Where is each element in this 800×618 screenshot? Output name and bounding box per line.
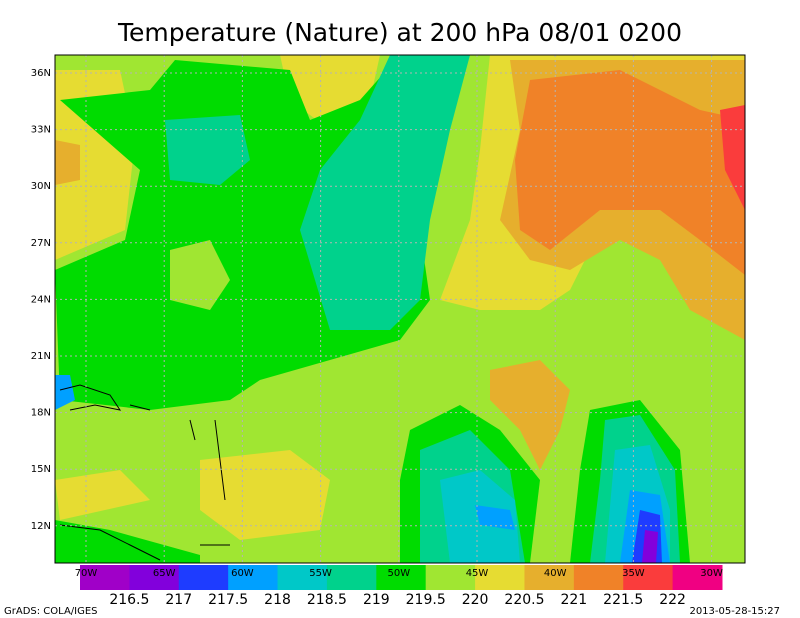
map-title: Temperature (Nature) at 200 hPa 08/01 02… [117,18,682,47]
colorbar-swatch [573,565,624,590]
colorbar-label: 222 [659,592,686,608]
colorbar-label: 217 [165,592,192,608]
colorbar-label: 220.5 [504,592,544,608]
footer-right: 2013-05-28-15:27 [689,606,780,617]
longitude-label: 70W [75,568,98,579]
colorbar-label: 216.5 [109,592,149,608]
latitude-label: 12N [31,521,51,532]
latitude-label: 30N [31,181,51,192]
colorbar-label: 217.5 [208,592,248,608]
axis-labels: 36N 33N 30N 27N 24N 21N 18N 15N 12N 70W 65W 60W 55W 5… [31,68,723,579]
longitude-label: 55W [309,568,332,579]
footer-left: GrADS: COLA/IGES [4,606,98,617]
colorbar-label: 221 [560,592,587,608]
colorbar-swatch [623,565,674,590]
longitude-label: 30W [700,568,723,579]
grid [55,55,745,563]
latitude-label: 33N [31,125,51,136]
colorbar-label: 219.5 [406,592,446,608]
latitude-label: 24N [31,294,51,305]
colorbar-label: 218 [264,592,291,608]
longitude-label: 65W [153,568,176,579]
colorbar-swatch [129,565,180,590]
longitude-label: 60W [231,568,254,579]
colorbar-swatch [376,565,427,590]
longitude-label: 35W [622,568,645,579]
colorbar-swatch [277,565,328,590]
colorbar-swatch [524,565,575,590]
latitude-label: 15N [31,464,51,475]
colorbar-label: 221.5 [603,592,643,608]
colorbar-label: 219 [363,592,390,608]
latitude-label: 18N [31,408,51,419]
latitude-label: 36N [31,68,51,79]
temperature-field [55,55,745,563]
longitude-label: 40W [544,568,567,579]
longitude-label: 45W [466,568,489,579]
colorbar-label: 218.5 [307,592,347,608]
colorbar-swatch [228,565,279,590]
colorbar-swatch [425,565,476,590]
colorbar-swatch [672,565,723,590]
latitude-label: 27N [31,238,51,249]
colorbar-swatch [178,565,229,590]
colorbar-swatch [326,565,377,590]
longitude-label: 50W [387,568,410,579]
colorbar-swatch [80,565,130,590]
colorbar: 216.5 217 217.5 218 218.5 219 219.5 220 220.5 221… [80,565,723,608]
colorbar-swatch [475,565,525,590]
latitude-label: 21N [31,351,51,362]
map-frame [54,54,746,564]
colorbar-label: 220 [462,592,489,608]
